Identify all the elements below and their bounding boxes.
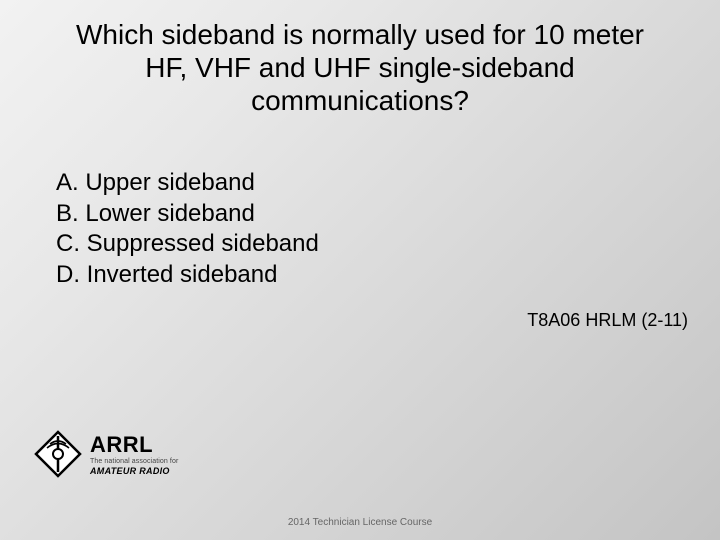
answer-b: B. Lower sideband [56, 199, 319, 230]
reference-code: T8A06 HRLM (2-11) [527, 310, 688, 331]
arrl-diamond-icon [34, 430, 82, 478]
answer-list: A. Upper sideband B. Lower sideband C. S… [56, 168, 319, 291]
answer-c: C. Suppressed sideband [56, 229, 319, 260]
arrl-tagline-1: The national association for [90, 458, 178, 465]
question-text: Which sideband is normally used for 10 m… [0, 0, 720, 117]
arrl-text-block: ARRL The national association for AMATEU… [90, 432, 178, 476]
arrl-org-name: ARRL [90, 432, 178, 458]
answer-d: D. Inverted sideband [56, 260, 319, 291]
arrl-logo-block: ARRL The national association for AMATEU… [34, 430, 178, 478]
slide-container: Which sideband is normally used for 10 m… [0, 0, 720, 540]
arrl-tagline-2: AMATEUR RADIO [90, 466, 178, 476]
slide-footer: 2014 Technician License Course [0, 517, 720, 528]
answer-a: A. Upper sideband [56, 168, 319, 199]
